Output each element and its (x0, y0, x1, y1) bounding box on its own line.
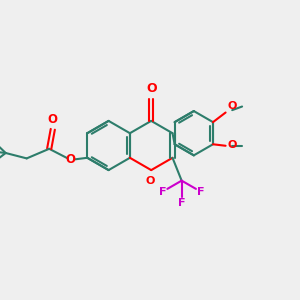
Text: O: O (228, 101, 237, 111)
Text: O: O (48, 113, 58, 126)
Text: F: F (178, 197, 185, 208)
Text: F: F (159, 187, 166, 196)
Text: O: O (228, 140, 237, 150)
Text: F: F (197, 187, 204, 196)
Text: O: O (145, 176, 154, 185)
Text: O: O (146, 82, 157, 95)
Text: O: O (66, 153, 76, 166)
